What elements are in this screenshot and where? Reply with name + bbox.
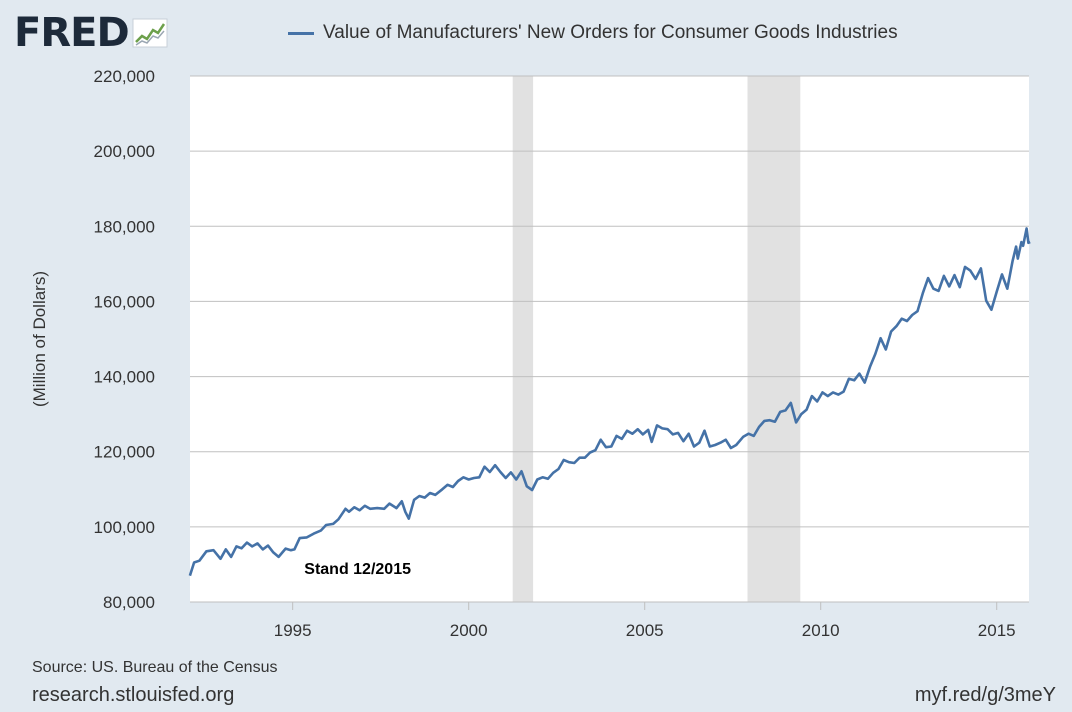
x-tick-label: 2010 — [802, 621, 840, 640]
x-tick-label: 2015 — [978, 621, 1016, 640]
chart-legend: Value of Manufacturers' New Orders for C… — [288, 22, 898, 44]
x-axis-ticks: 1995 2000 2005 2010 2015 — [190, 601, 1029, 640]
fred-logo[interactable]: FRED — [14, 10, 168, 56]
logo-text: FRED — [14, 10, 130, 56]
plot-area — [190, 76, 1029, 602]
y-tick-label: 200,000 — [94, 142, 155, 161]
x-tick-label: 1995 — [274, 621, 312, 640]
y-tick-label: 140,000 — [94, 368, 155, 387]
y-tick-label: 220,000 — [94, 67, 155, 86]
recession-band — [512, 76, 534, 602]
site-link[interactable]: research.stlouisfed.org — [32, 684, 235, 706]
recession-band — [747, 76, 801, 602]
series-line — [188, 227, 1031, 577]
chart-annotation: Stand 12/2015 — [304, 561, 411, 578]
y-axis-label: (Million of Dollars) — [30, 271, 49, 407]
y-axis-ticks: 80,000 100,000 120,000 140,000 160,000 180,00… — [94, 67, 155, 612]
source-note: Source: US. Bureau of the Census — [32, 659, 278, 676]
legend-swatch — [288, 31, 314, 35]
recession-bands — [512, 76, 801, 602]
x-tick-label: 2005 — [626, 621, 664, 640]
y-tick-label: 160,000 — [94, 292, 155, 311]
y-tick-label: 80,000 — [103, 593, 155, 612]
legend-label: Value of Manufacturers' New Orders for C… — [323, 22, 898, 43]
y-tick-label: 100,000 — [94, 518, 155, 537]
series-group — [188, 227, 1031, 577]
x-tick-label: 2000 — [450, 621, 488, 640]
y-tick-label: 180,000 — [94, 217, 155, 236]
fred-chart-icon — [132, 18, 168, 48]
short-link[interactable]: myf.red/g/3meY — [914, 684, 1056, 706]
y-tick-label: 120,000 — [94, 443, 155, 462]
